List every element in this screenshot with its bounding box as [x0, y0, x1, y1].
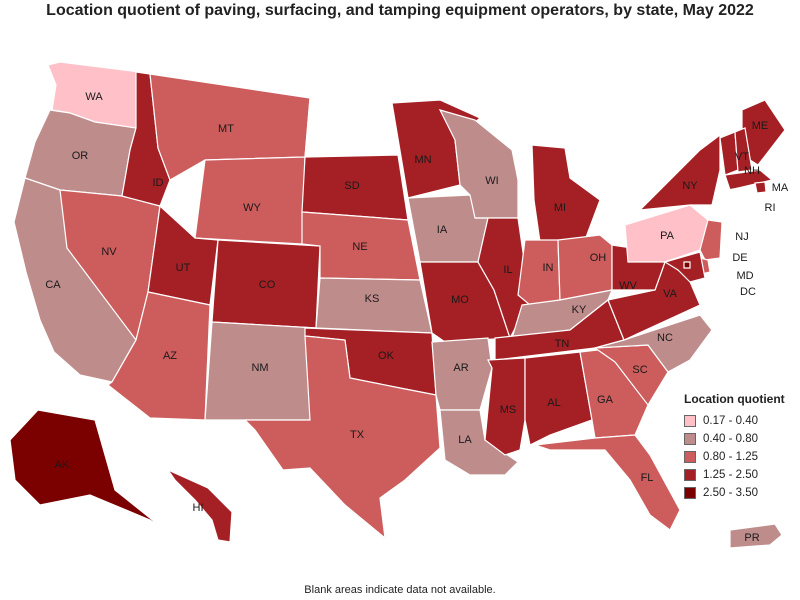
legend-item: 2.50 - 3.50: [684, 484, 796, 502]
state-label-fl: FL: [641, 472, 654, 484]
map-title: Location quotient of paving, surfacing, …: [46, 2, 754, 19]
state-label-wv: WV: [619, 280, 637, 292]
footnote: Blank areas indicate data not available.: [304, 584, 496, 596]
state-label-nv: NV: [101, 246, 117, 258]
state-ks: [315, 277, 433, 334]
legend-swatch: [684, 433, 696, 445]
state-label-tn: TN: [555, 338, 570, 350]
state-label-sc: SC: [632, 364, 647, 376]
state-label-nm: NM: [251, 362, 268, 374]
state-label-pr: PR: [744, 532, 759, 544]
state-label-ny: NY: [682, 180, 698, 192]
state-ut: [147, 204, 219, 306]
state-oh: [557, 234, 613, 301]
state-az: [107, 291, 211, 421]
state-label-id: ID: [153, 177, 164, 189]
state-label-ri: RI: [765, 202, 776, 214]
state-label-ne: NE: [352, 241, 367, 253]
state-label-mn: MN: [414, 154, 431, 166]
state-label-mi: MI: [554, 202, 566, 214]
state-label-me: ME: [752, 120, 769, 132]
state-label-pa: PA: [660, 230, 675, 242]
state-label-ut: UT: [176, 262, 191, 274]
state-label-wy: WY: [243, 202, 261, 214]
state-wy: [194, 156, 306, 245]
state-label-sd: SD: [344, 180, 359, 192]
state-tx: [243, 335, 441, 540]
state-ri: [754, 181, 767, 194]
state-label-co: CO: [259, 279, 276, 291]
legend-swatch: [684, 451, 696, 463]
legend: Location quotient 0.17 - 0.40 0.40 - 0.8…: [684, 392, 796, 502]
state-label-ma: MA: [772, 182, 789, 194]
state-fl: [534, 434, 681, 531]
state-label-ky: KY: [572, 304, 587, 316]
state-label-wi: WI: [485, 175, 498, 187]
legend-swatch: [684, 487, 696, 499]
state-label-va: VA: [663, 288, 678, 300]
state-label-ga: GA: [597, 394, 614, 406]
state-label-in: IN: [543, 262, 554, 274]
state-mi: [531, 144, 601, 243]
state-label-il: IL: [503, 264, 512, 276]
legend-label: 0.40 - 0.80: [703, 433, 758, 445]
legend-item: 0.80 - 1.25: [684, 448, 796, 466]
state-ma: [724, 169, 774, 191]
state-label-hi: HI: [193, 502, 204, 514]
state-ny: [638, 133, 721, 211]
legend-title: Location quotient: [684, 392, 785, 406]
legend-label: 1.25 - 2.50: [703, 469, 758, 481]
state-label-la: LA: [458, 434, 472, 446]
state-label-ia: IA: [437, 224, 448, 236]
state-label-wa: WA: [85, 91, 103, 103]
state-label-az: AZ: [163, 350, 177, 362]
state-label-or: OR: [72, 150, 89, 162]
state-label-ms: MS: [500, 404, 517, 416]
state-ak: [9, 409, 166, 531]
legend-swatch: [684, 415, 696, 427]
state-label-ca: CA: [45, 279, 61, 291]
state-nd: [304, 97, 399, 158]
legend-label: 0.80 - 1.25: [703, 451, 758, 463]
state-label-ar: AR: [453, 362, 468, 374]
state-label-ks: KS: [365, 293, 380, 305]
legend-swatch: [684, 469, 696, 481]
legend-item: 1.25 - 2.50: [684, 466, 796, 484]
state-label-mo: MO: [451, 294, 469, 306]
legend-item: 0.17 - 0.40: [684, 412, 796, 430]
state-nc: [594, 314, 713, 373]
state-label-ok: OK: [378, 350, 395, 362]
state-label-vt: VT: [735, 151, 749, 163]
state-label-mt: MT: [218, 123, 234, 135]
state-label-ak: AK: [55, 459, 70, 471]
state-label-oh: OH: [590, 252, 607, 264]
state-label-dc: DC: [740, 286, 756, 298]
state-label-nh: NH: [744, 165, 760, 177]
state-label-nc: NC: [657, 332, 673, 344]
state-nh: [734, 127, 753, 173]
state-pr: [729, 523, 783, 549]
state-hi: [166, 468, 233, 543]
state-ct: [727, 184, 757, 206]
state-label-de: DE: [732, 252, 747, 264]
state-il: [475, 217, 531, 340]
legend-item: 0.40 - 0.80: [684, 430, 796, 448]
legend-label: 2.50 - 3.50: [703, 487, 758, 499]
state-ar: [431, 337, 493, 411]
state-dc: [683, 261, 691, 269]
state-label-tx: TX: [350, 429, 365, 441]
legend-label: 0.17 - 0.40: [703, 415, 758, 427]
state-in: [517, 239, 561, 306]
state-label-nj: NJ: [735, 231, 748, 243]
state-la: [439, 409, 519, 476]
state-nj: [699, 219, 723, 261]
state-label-al: AL: [547, 397, 560, 409]
state-label-md: MD: [736, 270, 753, 282]
